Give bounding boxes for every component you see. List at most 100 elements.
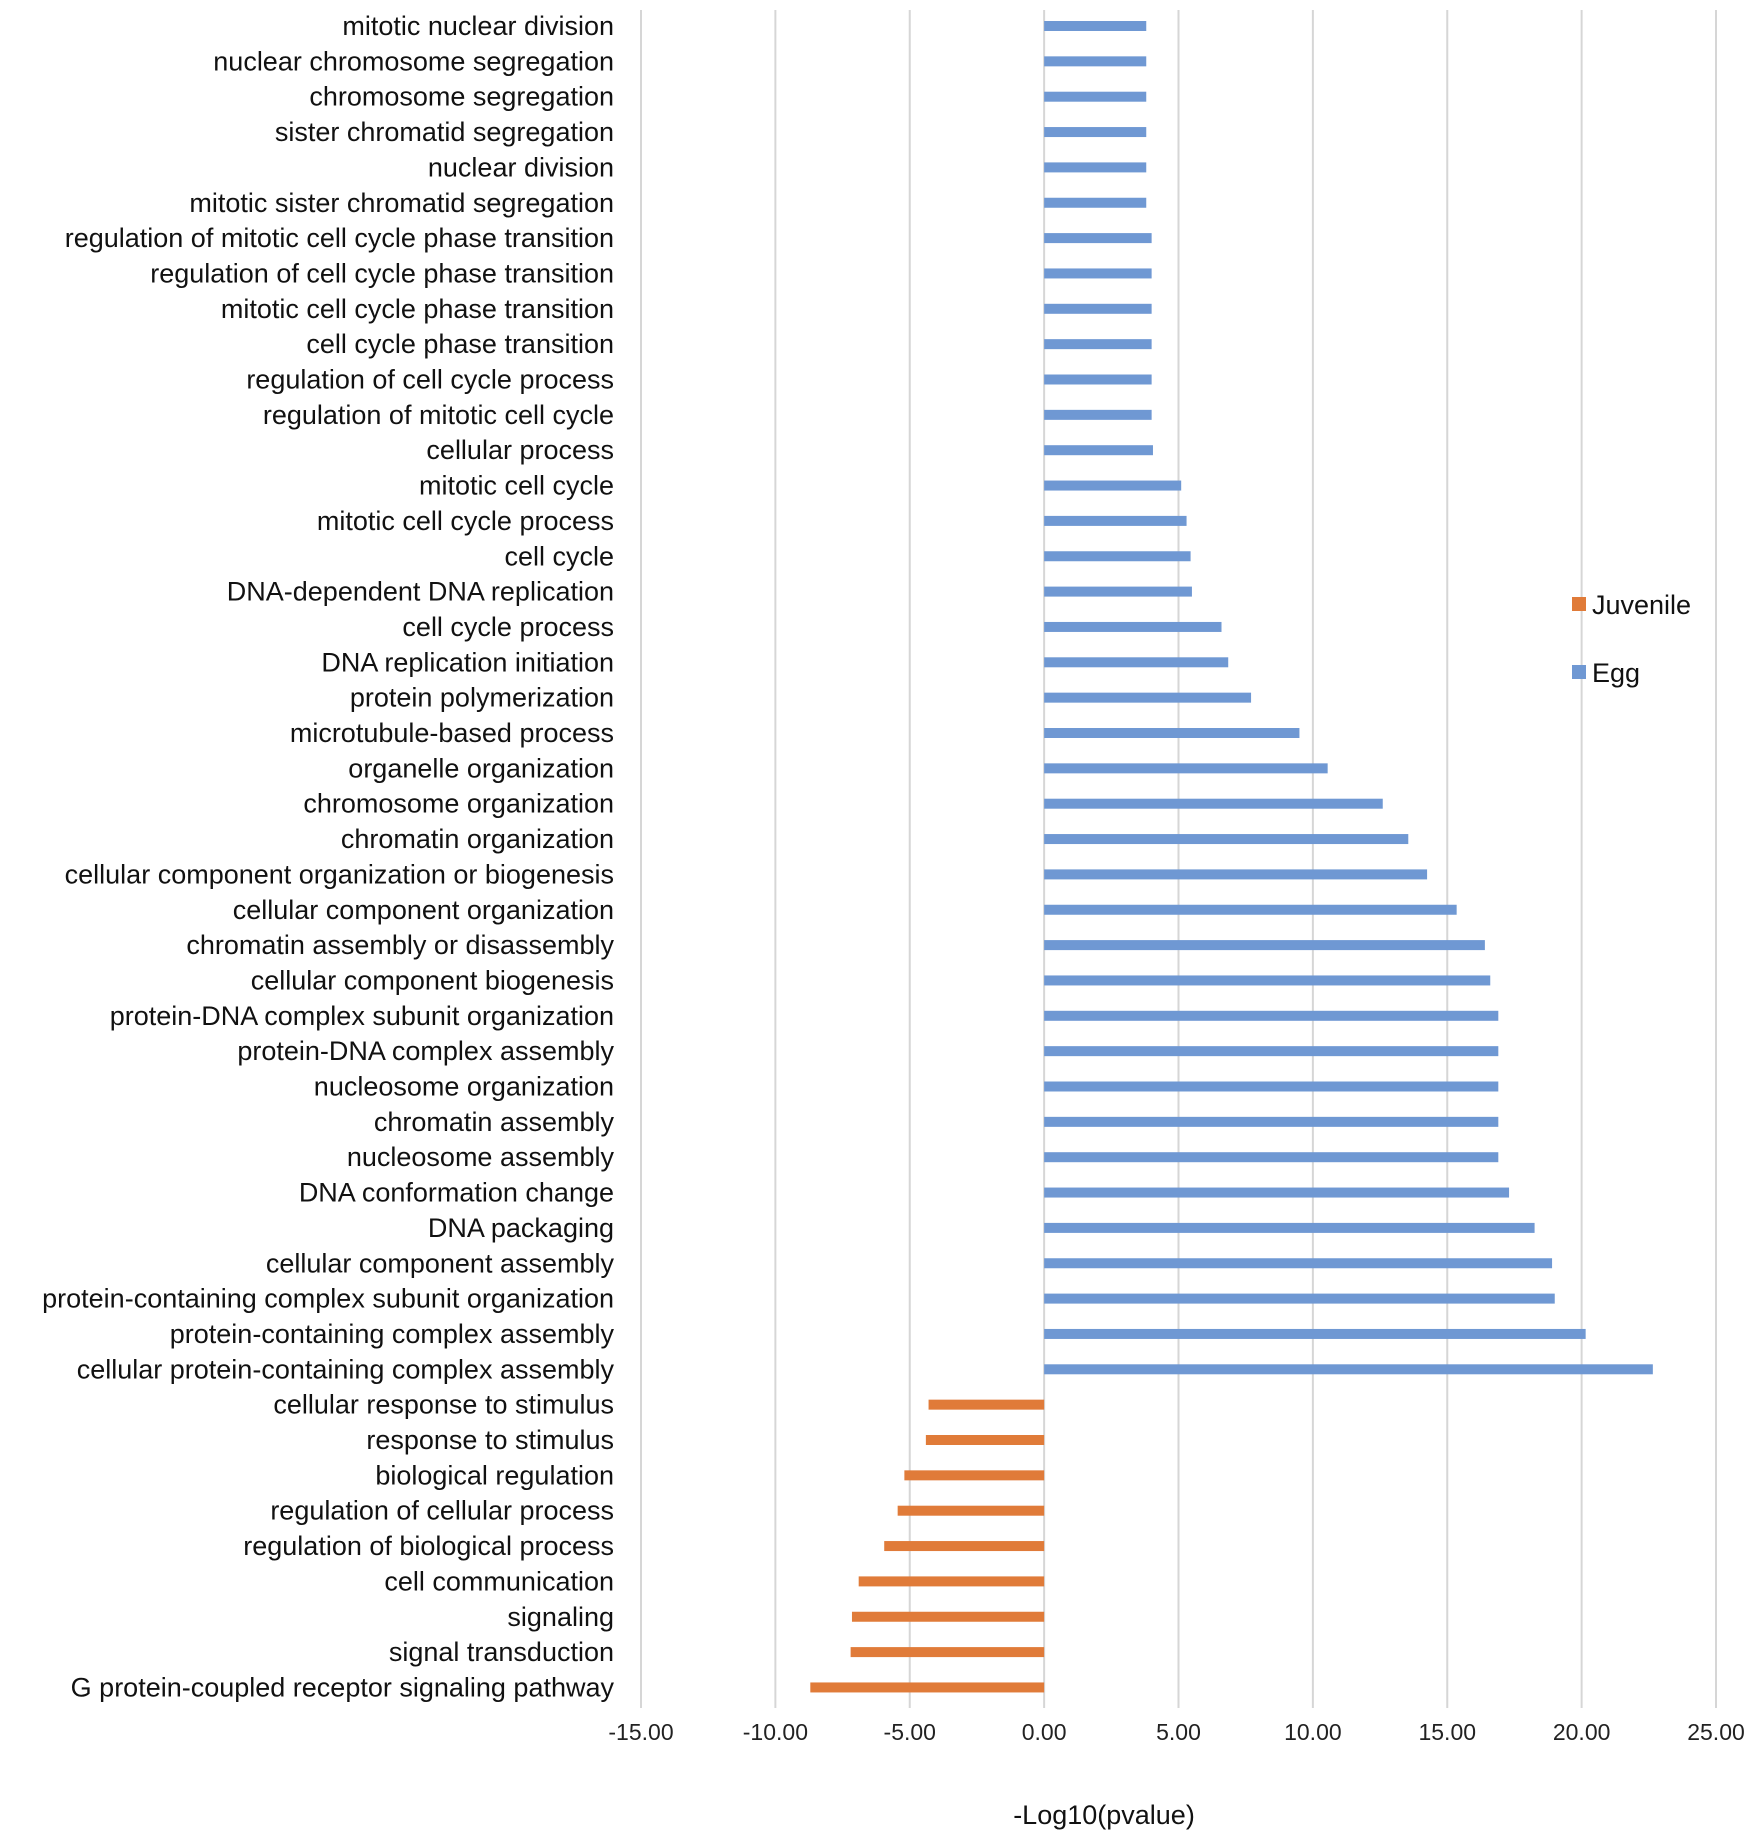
category-label: mitotic sister chromatid segregation [189, 188, 614, 218]
bar [1044, 1258, 1553, 1269]
category-label: DNA-dependent DNA replication [227, 577, 614, 607]
x-tick-label: -5.00 [884, 1719, 936, 1745]
bar [1044, 869, 1428, 880]
bar [884, 1541, 1045, 1552]
bar [1044, 162, 1147, 173]
bar [904, 1470, 1045, 1481]
category-label: sister chromatid segregation [275, 117, 614, 147]
bar [1044, 56, 1147, 67]
legend-swatch [1572, 665, 1586, 679]
bar [1044, 586, 1192, 597]
category-label: protein-DNA complex subunit organization [110, 1001, 614, 1031]
legend-label: Juvenile [1592, 590, 1691, 620]
bar-group [810, 21, 1653, 1693]
category-label: signaling [507, 1602, 614, 1632]
category-label: cell cycle process [402, 612, 614, 642]
bar [810, 1682, 1045, 1693]
category-label: response to stimulus [366, 1425, 614, 1455]
x-tick-label: -10.00 [743, 1719, 808, 1745]
bar [1044, 728, 1300, 738]
bar [1044, 21, 1147, 31]
category-label: cellular protein-containing complex asse… [77, 1354, 615, 1384]
category-label: cellular component organization or bioge… [65, 859, 614, 889]
category-label: cell cycle phase transition [306, 329, 614, 359]
bar [1044, 409, 1152, 420]
category-label: chromatin organization [341, 824, 614, 854]
bar [1044, 763, 1328, 774]
bar [1044, 445, 1153, 456]
category-label: cellular component organization [233, 895, 614, 925]
bar [925, 1435, 1045, 1445]
bar [1044, 1187, 1510, 1198]
category-label: protein-DNA complex assembly [237, 1036, 614, 1066]
category-label: protein-containing complex subunit organ… [42, 1284, 614, 1314]
x-axis-title: -Log10(pvalue) [1013, 1800, 1195, 1830]
category-label: microtubule-based process [290, 718, 614, 748]
category-label: DNA conformation change [299, 1178, 614, 1208]
bar [1044, 197, 1147, 208]
category-label: mitotic cell cycle [419, 471, 614, 501]
category-label: cellular process [426, 435, 614, 465]
bar [1044, 1364, 1653, 1375]
bar [1044, 1046, 1499, 1057]
category-label: DNA packaging [428, 1213, 614, 1243]
bar [1044, 374, 1152, 385]
category-label: regulation of mitotic cell cycle phase t… [65, 223, 614, 253]
category-label: organelle organization [348, 753, 614, 783]
bar [1044, 692, 1252, 703]
category-label: protein-containing complex assembly [170, 1319, 615, 1349]
bar [1044, 91, 1147, 102]
bar [1044, 1010, 1499, 1021]
category-label: cellular component assembly [266, 1248, 615, 1278]
bar [1044, 1081, 1499, 1092]
bar [1044, 1293, 1555, 1304]
bar [1044, 268, 1152, 279]
category-label: regulation of cell cycle phase transitio… [150, 258, 614, 288]
x-tick-label: 5.00 [1156, 1719, 1201, 1745]
category-label: DNA replication initiation [321, 647, 614, 677]
bar [1044, 834, 1409, 845]
category-label: cellular response to stimulus [273, 1390, 614, 1420]
category-label: cell communication [384, 1566, 614, 1596]
category-label: cell cycle [504, 541, 614, 571]
bar [1044, 975, 1491, 986]
gridlines [640, 10, 1717, 1708]
legend-label: Egg [1592, 658, 1640, 688]
category-label: nucleosome organization [314, 1072, 614, 1102]
bar [1044, 1222, 1535, 1233]
bar [1044, 515, 1187, 526]
bar [897, 1505, 1045, 1516]
bar [1044, 233, 1152, 244]
bar [1044, 339, 1152, 350]
category-label: mitotic cell cycle process [317, 506, 614, 536]
x-tick-labels: -15.00 -10.00 -5.00 0.00 5.00 10.00 15.00 20.00… [608, 1719, 1744, 1745]
category-label: regulation of mitotic cell cycle [263, 400, 614, 430]
category-label: regulation of biological process [243, 1531, 614, 1561]
bar [1044, 657, 1229, 668]
x-tick-label: 25.00 [1687, 1719, 1745, 1745]
category-labels: mitotic nuclear division nuclear chromoso… [42, 11, 614, 1702]
x-tick-label: 0.00 [1022, 1719, 1067, 1745]
bar [1044, 940, 1485, 951]
bar [1044, 127, 1147, 138]
category-label: protein polymerization [350, 683, 614, 713]
legend: Juvenile Egg [1572, 590, 1691, 688]
bar [928, 1399, 1045, 1410]
bar [1044, 621, 1222, 632]
bar [1044, 904, 1457, 915]
category-label: chromatin assembly [374, 1107, 615, 1137]
category-label: nuclear division [428, 152, 614, 182]
category-label: chromatin assembly or disassembly [186, 930, 614, 960]
bar [850, 1647, 1045, 1658]
x-tick-label: 10.00 [1284, 1719, 1342, 1745]
x-tick-label: 20.00 [1553, 1719, 1611, 1745]
category-label: cellular component biogenesis [251, 965, 614, 995]
bar [1044, 798, 1383, 809]
bar [1044, 1116, 1499, 1127]
category-label: nucleosome assembly [347, 1142, 615, 1172]
category-label: mitotic cell cycle phase transition [221, 294, 614, 324]
bar [1044, 1328, 1586, 1339]
bar [1044, 551, 1191, 562]
category-label: mitotic nuclear division [342, 11, 614, 41]
category-label: G protein-coupled receptor signaling pat… [71, 1672, 615, 1702]
